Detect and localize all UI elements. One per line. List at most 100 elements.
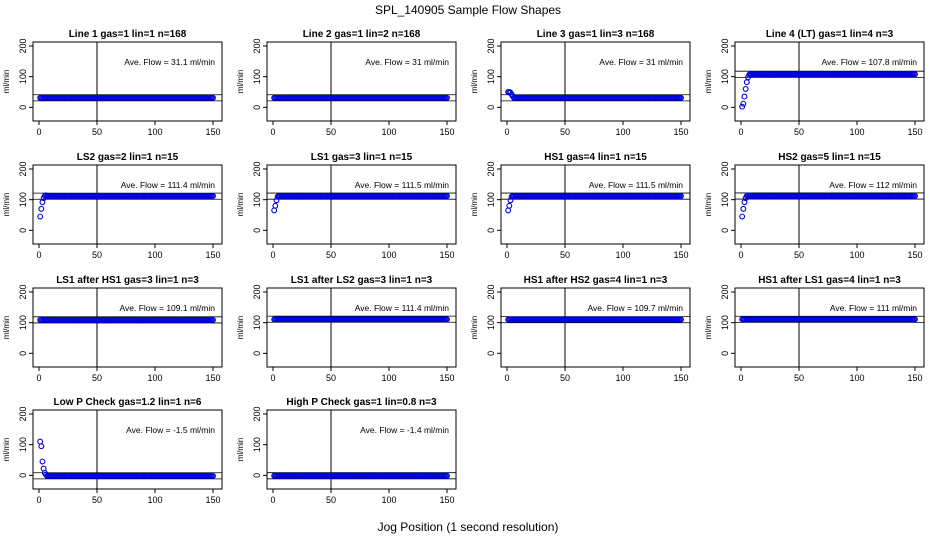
y-tick-label: 200 xyxy=(486,161,496,176)
plot-frame xyxy=(32,287,223,368)
x-tick-label: 100 xyxy=(615,373,630,383)
y-tick-label: 0 xyxy=(486,351,496,356)
y-tick-label: 100 xyxy=(720,69,730,84)
y-tick-label: 100 xyxy=(18,192,28,207)
y-axis-label: ml/min xyxy=(470,70,479,94)
x-tick-label: 50 xyxy=(560,250,570,260)
x-tick-label: 100 xyxy=(147,373,162,383)
x-tick-label: 0 xyxy=(36,495,41,505)
y-tick-label: 0 xyxy=(486,105,496,110)
plot-frame xyxy=(500,287,691,368)
x-tick-label: 150 xyxy=(439,250,454,260)
x-tick-label: 0 xyxy=(738,127,743,137)
y-axis-label: ml/min xyxy=(2,316,11,340)
x-tick-label: 50 xyxy=(92,495,102,505)
data-point xyxy=(38,443,45,450)
y-axis-label: ml/min xyxy=(236,70,245,94)
x-tick-label: 50 xyxy=(560,373,570,383)
x-tick-label: 50 xyxy=(92,127,102,137)
x-tick-label: 100 xyxy=(147,127,162,137)
data-point xyxy=(741,93,748,100)
x-tick-label: 100 xyxy=(381,373,396,383)
data-point xyxy=(210,316,216,323)
y-tick-label: 100 xyxy=(18,315,28,330)
plot-frame xyxy=(734,41,925,122)
data-point xyxy=(273,197,280,204)
x-tick-label: 0 xyxy=(36,127,41,137)
x-tick-label: 0 xyxy=(738,373,743,383)
x-tick-label: 150 xyxy=(673,373,688,383)
panel-title: Line 3 gas=1 lin=3 n=168 xyxy=(537,29,655,40)
x-tick-label: 0 xyxy=(270,373,275,383)
data-point xyxy=(37,213,44,220)
x-tick-label: 0 xyxy=(270,250,275,260)
y-axis-label: ml/min xyxy=(236,316,245,340)
average-flow-annotation: Ave. Flow = -1.4 ml/min xyxy=(360,425,449,435)
y-tick-label: 100 xyxy=(18,69,28,84)
x-tick-label: 0 xyxy=(36,373,41,383)
x-tick-label: 150 xyxy=(673,250,688,260)
x-tick-label: 100 xyxy=(381,495,396,505)
data-point xyxy=(444,193,450,199)
y-axis-label: ml/min xyxy=(704,316,713,340)
panel-title: LS2 gas=2 lin=1 n=15 xyxy=(77,152,179,163)
x-tick-label: 100 xyxy=(381,250,396,260)
average-flow-annotation: Ave. Flow = 109.7 ml/min xyxy=(587,303,683,313)
y-tick-label: 200 xyxy=(720,161,730,176)
panel-title: HS1 gas=4 lin=1 n=15 xyxy=(544,152,647,163)
panel-title: High P Check gas=1 lin=0.8 n=3 xyxy=(286,397,437,408)
y-tick-label: 0 xyxy=(18,105,28,110)
x-tick-label: 150 xyxy=(439,373,454,383)
y-tick-label: 200 xyxy=(18,161,28,176)
y-tick-label: 200 xyxy=(720,284,730,299)
plot-frame xyxy=(500,41,691,122)
y-axis-label: ml/min xyxy=(236,438,245,462)
average-flow-annotation: Ave. Flow = 112 ml/min xyxy=(829,180,917,190)
y-axis-label: ml/min xyxy=(2,438,11,462)
y-axis-label: ml/min xyxy=(470,316,479,340)
x-tick-label: 0 xyxy=(504,373,509,383)
data-point xyxy=(507,197,514,204)
x-tick-label: 100 xyxy=(147,495,162,505)
data-point xyxy=(912,316,918,323)
y-axis-label: ml/min xyxy=(704,193,713,217)
data-point xyxy=(678,193,684,199)
x-tick-label: 100 xyxy=(615,127,630,137)
data-point xyxy=(210,473,216,479)
x-tick-label: 50 xyxy=(794,373,804,383)
plot-frame xyxy=(32,409,223,490)
panel: Low P Check gas=1.2 lin=1 n=6 0 100 200 ml/m… xyxy=(2,397,223,505)
x-tick-label: 150 xyxy=(205,495,220,505)
y-axis-label: ml/min xyxy=(704,70,713,94)
data-point xyxy=(505,207,512,214)
y-tick-label: 100 xyxy=(720,192,730,207)
data-point xyxy=(272,202,279,209)
panel-title: Line 4 (LT) gas=1 lin=4 n=3 xyxy=(766,29,894,40)
y-tick-label: 0 xyxy=(720,351,730,356)
x-axis-title: Jog Position (1 second resolution) xyxy=(378,520,559,534)
x-tick-label: 150 xyxy=(205,250,220,260)
panel: High P Check gas=1 lin=0.8 n=3 0 100 200 ml/… xyxy=(236,397,457,505)
x-tick-label: 150 xyxy=(673,127,688,137)
data-point xyxy=(912,71,918,78)
panel: LS1 after LS2 gas=3 lin=1 n=3 0 100 200 ml/m… xyxy=(236,275,457,383)
plot-frame xyxy=(266,164,457,245)
y-tick-label: 200 xyxy=(18,284,28,299)
y-tick-label: 100 xyxy=(252,192,262,207)
plot-frame xyxy=(266,409,457,490)
x-tick-label: 0 xyxy=(270,127,275,137)
x-tick-label: 100 xyxy=(849,373,864,383)
y-tick-label: 200 xyxy=(18,406,28,421)
y-tick-label: 0 xyxy=(252,228,262,233)
plot-frame xyxy=(266,287,457,368)
average-flow-annotation: Ave. Flow = 31 ml/min xyxy=(599,57,683,67)
x-tick-label: 0 xyxy=(504,250,509,260)
x-tick-label: 50 xyxy=(794,250,804,260)
y-tick-label: 200 xyxy=(486,284,496,299)
data-point xyxy=(444,316,450,323)
data-point xyxy=(37,438,44,445)
x-tick-label: 100 xyxy=(381,127,396,137)
y-tick-label: 100 xyxy=(18,437,28,452)
y-tick-label: 200 xyxy=(252,406,262,421)
y-tick-label: 100 xyxy=(486,315,496,330)
